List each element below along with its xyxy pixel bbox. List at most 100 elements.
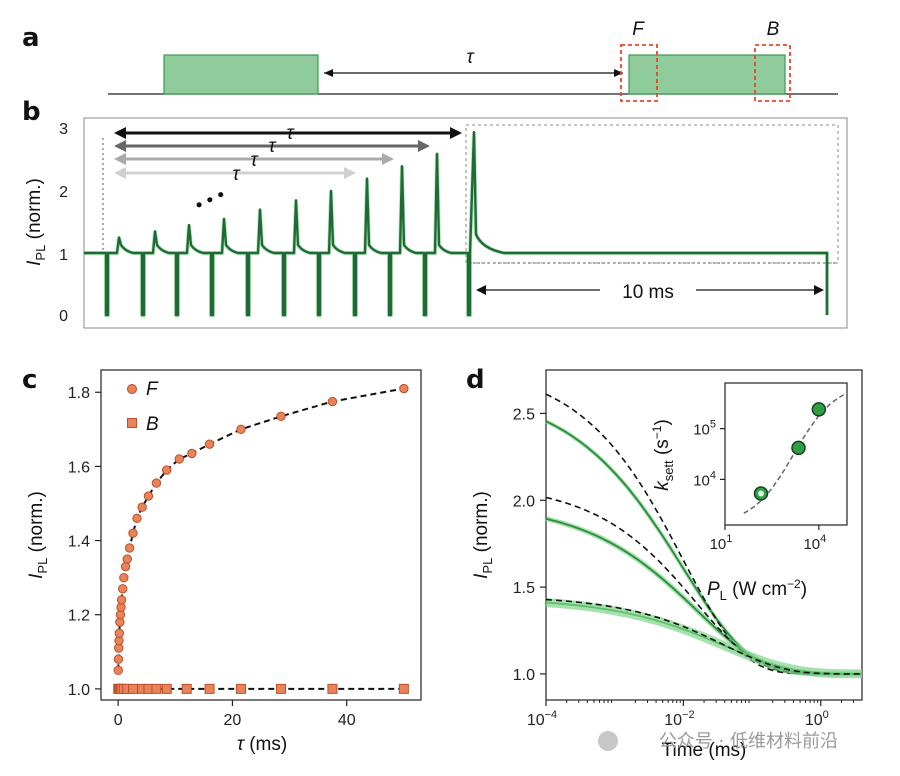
panel-d-ylabel-main: I — [471, 573, 492, 579]
legend-B-marker — [127, 418, 137, 428]
panel-b-ylabel-main: I — [24, 260, 45, 266]
panel-d-ytick-1: 1.5 — [513, 580, 535, 597]
panel-c-curves — [117, 387, 405, 690]
panel-c-F-point — [114, 628, 124, 638]
inset-ylabel-exp: −1 — [650, 425, 664, 439]
panel-c-F-point — [137, 502, 147, 512]
inset-xlabel-close: ) — [801, 579, 807, 600]
panel-c-B-point — [276, 683, 286, 694]
panel-c-F-point — [124, 543, 135, 553]
panel-b-trace — [84, 130, 838, 317]
panel-d-xtick-0: 10−4 — [527, 709, 557, 729]
inset-ytick-base-1: 10 — [693, 422, 710, 439]
panel-c-F-point — [327, 396, 338, 407]
panel-d-curves — [545, 393, 862, 679]
inset-xtick-1: 104 — [803, 533, 826, 553]
panel-c-F-point — [118, 584, 128, 594]
panel-c-xtick-0: 0 — [114, 712, 123, 729]
tau-label-3: τ — [250, 150, 259, 171]
panel-c-letter: c — [22, 365, 37, 395]
panel-c-axes: 0 20 40 1.0 1.2 1.4 1.6 1.8 — [68, 385, 356, 729]
panel-a-pulse-1 — [163, 54, 319, 95]
tau-label-1: τ — [286, 123, 295, 144]
panel-d-xtick-base-0: 10 — [527, 712, 545, 729]
inset-ytick-0: 104 — [693, 469, 716, 489]
panel-c-F-point — [113, 665, 123, 676]
panel-d-ytick-3: 2.5 — [513, 406, 535, 423]
panel-c-ylabel-sub: PL — [35, 558, 50, 574]
inset-ytick-exp-0: 4 — [710, 469, 716, 481]
panel-b-ytick-0: 0 — [59, 308, 68, 325]
inset-xtick-base-1: 10 — [803, 536, 820, 553]
panel-b-ylabel-tail: (norm.) — [24, 178, 45, 245]
panel-c-ylabel: IPL (norm.) — [26, 491, 50, 579]
panel-b-frame — [83, 117, 848, 329]
panel-c-F-point — [399, 383, 409, 394]
inset-ylabel-sub: sett — [661, 460, 676, 481]
tau-label-4: τ — [232, 164, 241, 185]
panel-c-ytick-2: 1.4 — [68, 534, 90, 551]
panel-c-ytick-3: 1.6 — [68, 459, 90, 476]
panel-b-ytick-3: 3 — [59, 121, 68, 138]
panel-d-ylabel-sub: PL — [480, 558, 495, 574]
panel-d-xtick-2: 100 — [805, 709, 829, 729]
panel-d-xtick-exp-2: 0 — [823, 709, 829, 721]
panel-c-xlabel: τ (ms) — [237, 734, 287, 755]
panel-d-ytick-2: 2.0 — [513, 493, 535, 510]
legend-F-label: F — [146, 379, 159, 400]
inset-xlabel: PL (W cm−2) — [707, 577, 807, 603]
inset-ylabel-close: ) — [652, 419, 673, 425]
inset-ylabel: ksett (s−1) — [650, 419, 676, 491]
panel-b-zoom-box — [465, 124, 839, 264]
panel-c-legend: F B — [127, 379, 159, 435]
panel-d-xtick-exp-1: −2 — [682, 709, 695, 721]
panel-c-xtick-1: 20 — [224, 712, 242, 729]
inset-xlabel-main: P — [707, 579, 720, 600]
panel-c-B-point — [204, 683, 215, 694]
panel-b-dots: • • • — [192, 184, 229, 216]
inset-xlabel-exp: −2 — [787, 577, 801, 591]
legend-B-label: B — [146, 414, 159, 435]
panel-b-tau-arrows: τ τ τ τ • • • — [114, 123, 462, 216]
panel-c-B-point — [151, 683, 162, 694]
panel-c-ylabel-main: I — [26, 573, 47, 579]
panel-c-B-point — [181, 683, 192, 694]
watermark-text: 公众号 · 低维材料前沿 — [659, 731, 838, 752]
panel-c-F-point — [128, 528, 138, 538]
inset-xtick-exp-0: 1 — [726, 533, 732, 545]
panel-c-F-fit — [117, 387, 405, 671]
panel-c-ytick-1: 1.2 — [68, 608, 90, 625]
panel-b-trace-line — [84, 130, 829, 317]
panel-c-F-point — [132, 513, 142, 524]
panel-a-B-window — [754, 44, 791, 102]
inset-xtick-exp-1: 4 — [820, 533, 826, 545]
panel-a-F-window — [620, 44, 658, 102]
panel-c-B-point — [327, 683, 338, 694]
ten-ms-label: 10 ms — [622, 282, 674, 303]
panel-c-ylabel-tail: (norm.) — [26, 491, 47, 558]
panel-b-letter: b — [22, 97, 41, 127]
inset-ytick-base-0: 10 — [693, 472, 710, 489]
panel-d-xtick-base-1: 10 — [664, 712, 682, 729]
panel-d-data-band-2 — [545, 598, 862, 679]
panel-c-F-point — [187, 448, 197, 459]
inset-xtick-base-0: 10 — [710, 536, 727, 553]
panel-d-data-2 — [545, 601, 862, 675]
inset-xtick-0: 101 — [710, 533, 733, 553]
inset-point — [791, 440, 806, 456]
panel-c-F-point — [113, 654, 124, 664]
panel-d-ylabel-tail: (norm.) — [471, 491, 492, 558]
panel-c-F-point — [174, 454, 184, 464]
panel-c-B-point — [398, 683, 409, 694]
panel-c-xlabel-tail: (ms) — [244, 734, 287, 755]
panel-c-ytick-0: 1.0 — [68, 682, 90, 699]
panel-c-B-point — [236, 683, 246, 694]
panel-b-ytick-2: 2 — [59, 184, 68, 201]
panel-d-ylabel: IPL (norm.) — [471, 491, 495, 579]
panel-c-F-point — [151, 478, 162, 488]
ten-ms-label-bg — [600, 280, 696, 302]
inset-xlabel-tail: (W cm — [727, 579, 787, 600]
panel-d-xtick-exp-0: −4 — [545, 709, 558, 721]
